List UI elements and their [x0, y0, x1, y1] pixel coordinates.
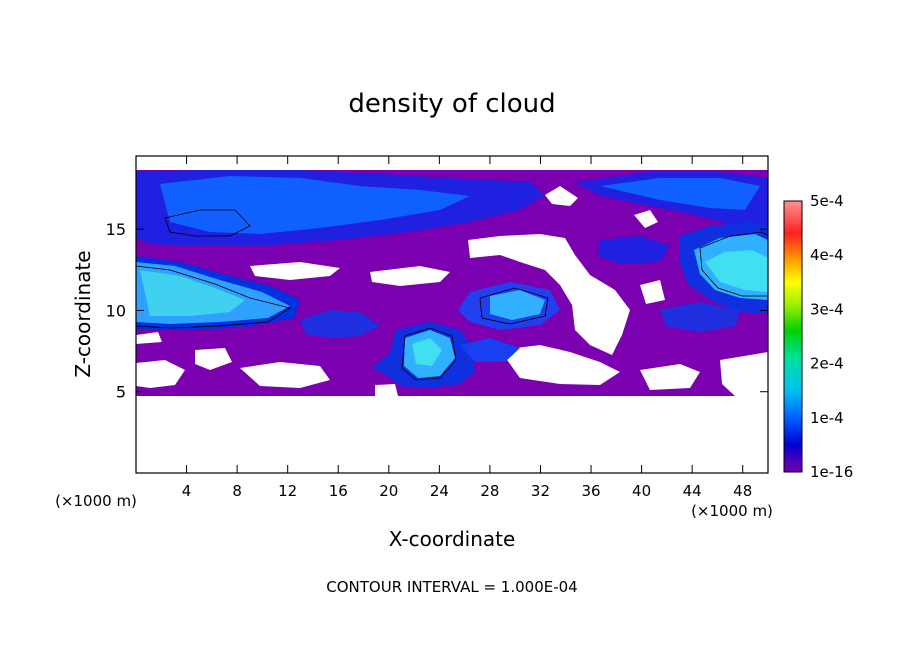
x-axis-title: X-coordinate	[389, 527, 516, 551]
x-tick-label: 32	[531, 482, 550, 500]
x-tick-label: 44	[683, 482, 702, 500]
contour-interval-note: CONTOUR INTERVAL = 1.000E-04	[326, 578, 577, 596]
x-axis-ticks: 4 8 12 16 20 24 28 32 36 40 44 48	[182, 156, 752, 500]
x-tick-label: 40	[632, 482, 651, 500]
colorbar-labels: 5e-4 4e-4 3e-4 2e-4 1e-4 1e-16	[810, 192, 853, 481]
x-tick-label: 24	[430, 482, 449, 500]
colorbar-label: 3e-4	[810, 300, 844, 318]
x-tick-label: 8	[232, 482, 242, 500]
x-tick-label: 4	[182, 482, 192, 500]
x-unit-label-left: (×1000 m)	[55, 492, 137, 510]
colorbar-label: 2e-4	[810, 355, 844, 373]
clear-air-holes	[136, 186, 768, 396]
colorbar-label: 1e-16	[810, 463, 853, 481]
x-unit-label-right: (×1000 m)	[691, 502, 773, 520]
y-axis-title: Z-coordinate	[71, 250, 95, 377]
x-tick-label: 48	[733, 482, 752, 500]
x-tick-label: 28	[480, 482, 499, 500]
plot-area	[136, 170, 768, 396]
colorbar: 5e-4 4e-4 3e-4 2e-4 1e-4 1e-16	[783, 192, 853, 481]
colorbar-gradient	[783, 200, 803, 473]
y-tick-label: 5	[116, 383, 126, 402]
colorbar-label: 4e-4	[810, 246, 844, 264]
contour-lines	[136, 209, 768, 381]
plot-frame	[135, 155, 769, 474]
x-tick-label: 20	[379, 482, 398, 500]
y-tick-label: 10	[106, 301, 126, 320]
chart-title: density of cloud	[348, 89, 555, 119]
y-axis-ticks: 5 10 15	[106, 220, 768, 402]
colorbar-label: 5e-4	[810, 192, 844, 210]
y-tick-label: 15	[106, 220, 126, 239]
mid-density-regions	[136, 170, 768, 388]
x-tick-label: 16	[329, 482, 348, 500]
x-tick-label: 12	[278, 482, 297, 500]
colorbar-label: 1e-4	[810, 409, 844, 427]
x-tick-label: 36	[581, 482, 600, 500]
